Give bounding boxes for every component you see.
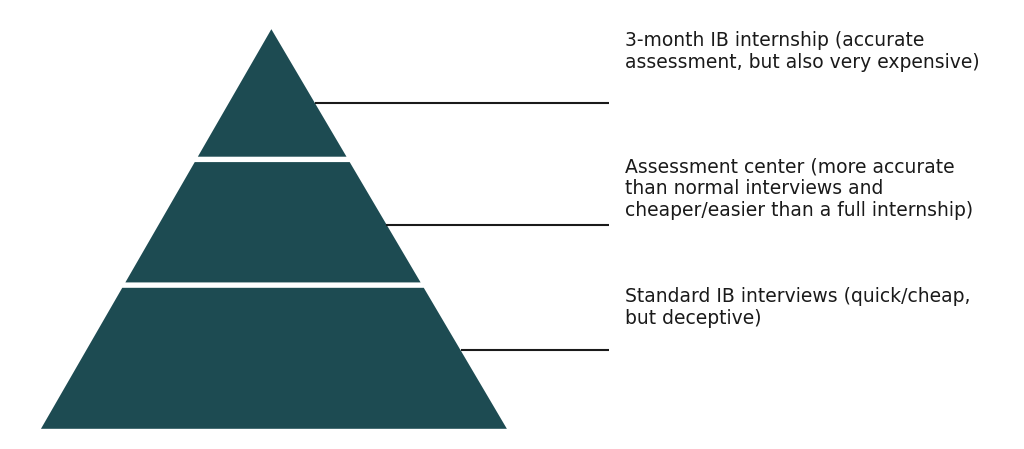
Text: Assessment center (more accurate
than normal interviews and
cheaper/easier than : Assessment center (more accurate than no… (625, 157, 973, 220)
Text: 3-month IB internship (accurate
assessment, but also very expensive): 3-month IB internship (accurate assessme… (625, 31, 979, 72)
Text: Standard IB interviews (quick/cheap,
but deceptive): Standard IB interviews (quick/cheap, but… (625, 287, 970, 328)
Polygon shape (198, 29, 346, 157)
Polygon shape (125, 162, 421, 282)
Polygon shape (41, 288, 507, 429)
